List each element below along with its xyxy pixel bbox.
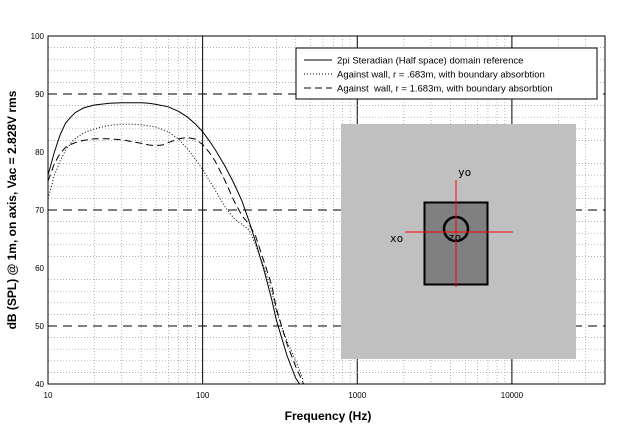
y-tick-label: 80 (35, 148, 44, 157)
plot-frame (47, 35, 606, 385)
y-tick-label: 70 (35, 206, 44, 215)
series-line-solid (48, 102, 301, 384)
y-tick-label: 90 (35, 90, 44, 99)
legend: 2pi Steradian (Half space) domain refere… (295, 47, 598, 100)
y-tick-label: 60 (35, 264, 44, 273)
y-tick-label: 100 (31, 32, 45, 41)
x-tick-label: 10000 (501, 391, 524, 400)
axis-label-z: zo (448, 231, 461, 244)
x-tick-labels: 10 100 1000 10000 (44, 391, 524, 400)
y-tick-labels: 40 50 60 70 80 90 100 (31, 32, 45, 389)
y-tick-label: 40 (35, 380, 44, 389)
x-tick-label: 10 (44, 391, 53, 400)
legend-entry-2: Against wall, r = .683m, with boundary a… (337, 70, 545, 81)
series-line-dotted (48, 123, 305, 382)
series-line-dashed (48, 136, 305, 384)
x-tick-label: 1000 (348, 391, 366, 400)
legend-entry-1: 2pi Steradian (Half space) domain refere… (337, 56, 523, 67)
axis-label-y: yo (458, 166, 471, 179)
legend-entry-3: Against wall, r = 1.683m, with boundary … (337, 84, 553, 95)
x-tick-label: 100 (196, 391, 210, 400)
y-tick-label: 50 (35, 322, 44, 331)
y-axis-label: dB (SPL) @ 1m, on axis, Vac = 2.828V rms (5, 90, 19, 329)
inset-diagram: yo xo zo (341, 124, 576, 359)
series-layer (48, 102, 305, 384)
legend-box (295, 47, 598, 100)
axis-label-x: xo (390, 232, 403, 245)
x-axis-label: Frequency (Hz) (285, 409, 372, 423)
